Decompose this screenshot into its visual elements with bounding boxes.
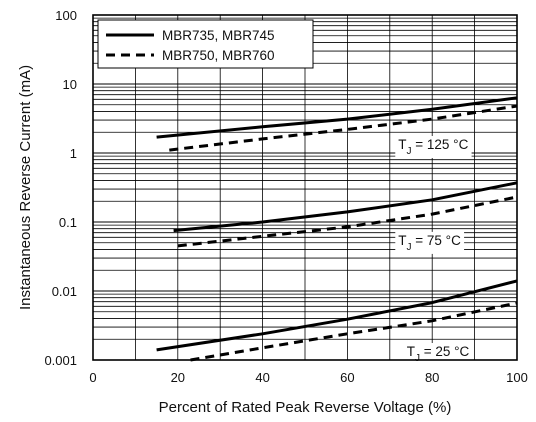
series-line-3-solid (173, 181, 518, 233)
temperature-label-bg (395, 136, 472, 159)
plot-frame (92, 14, 518, 361)
y-tick-label: 0.01 (52, 284, 77, 299)
annotation-layer: TJ = 125 °C TJ = 75 °C TJ = 25 °C (395, 136, 473, 366)
y-tick-label: 0.1 (59, 215, 77, 230)
y-tick-label: 100 (55, 8, 77, 23)
temperature-label-text: TJ = 125 °C (398, 137, 468, 157)
x-tick-label: 80 (425, 370, 439, 385)
temperature-label-3: TJ = 25 °C (403, 343, 473, 366)
temperature-label-text: TJ = 75 °C (398, 233, 461, 253)
y-tick-label: 1 (70, 146, 77, 161)
series-layer (156, 96, 518, 362)
series-line-6-dashed (190, 301, 518, 362)
tick-labels: 0 20 40 60 80 100 0.001 0.01 0.1 1 10 100 (44, 8, 527, 385)
series-line-4-dashed (177, 195, 518, 248)
x-axis-label: Percent of Rated Peak Reverse Voltage (%… (159, 399, 452, 416)
legend-label: MBR735, MBR745 (162, 28, 275, 43)
y-tick-label: 10 (63, 77, 77, 92)
legend-label: MBR750, MBR760 (162, 48, 275, 63)
x-tick-label: 40 (255, 370, 269, 385)
temperature-label-text: TJ = 25 °C (407, 344, 470, 364)
x-tick-label: 60 (340, 370, 354, 385)
y-tick-label: 0.001 (44, 353, 77, 368)
temperature-label-2: TJ = 75 °C (395, 231, 465, 254)
temperature-label-bg (395, 231, 465, 254)
legend-box (97, 19, 314, 69)
temperature-label-1: TJ = 125 °C (395, 136, 472, 159)
y-axis-label: Instantaneous Reverse Current (mA) (17, 65, 34, 310)
x-tick-label: 100 (506, 370, 528, 385)
x-tick-label: 20 (171, 370, 185, 385)
legend: MBR735, MBR745 MBR750, MBR760 (97, 19, 314, 69)
series-line-5-solid (156, 279, 518, 352)
x-tick-label: 0 (89, 370, 96, 385)
series-line-1-solid (156, 96, 518, 139)
series-line-2-dashed (169, 104, 518, 152)
